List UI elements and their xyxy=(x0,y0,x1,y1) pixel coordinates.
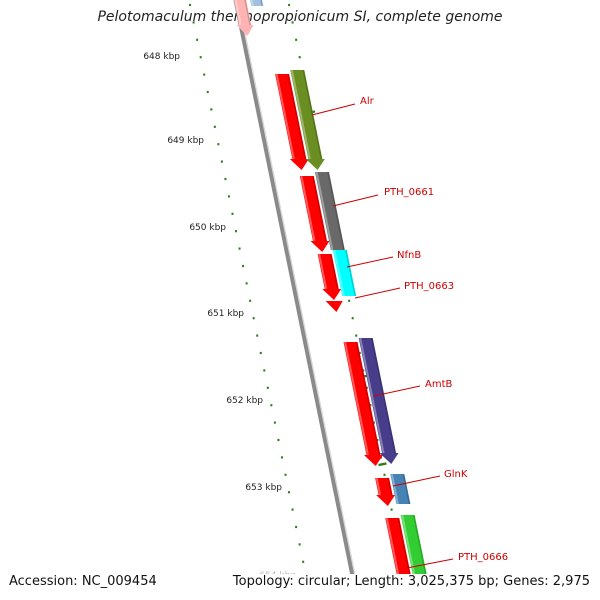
gene-cds-partial xyxy=(234,0,254,36)
map-title: Pelotomaculum thermopropionicum SI, comp… xyxy=(97,9,503,25)
gene-nfnb-cds-shine xyxy=(318,253,328,290)
gene-label-amtb[interactable]: AmtB xyxy=(425,379,453,390)
gene-pth-0663-cds[interactable] xyxy=(325,301,343,312)
gene-nfnb-feature[interactable] xyxy=(332,249,357,297)
label-leader-line xyxy=(406,558,454,569)
gene-alr-feature-body xyxy=(290,70,325,170)
label-leader-line xyxy=(346,256,394,268)
feature-tracks xyxy=(234,0,436,600)
scale-label: 654 kbp xyxy=(259,571,296,581)
accession-label: Accession: NC_009454 xyxy=(9,574,157,589)
gene-amtb-feature-body xyxy=(358,338,399,464)
gene-pth-0661-feature-shade xyxy=(327,171,345,251)
label-leaders xyxy=(311,103,454,569)
gene-label-pth-0661[interactable]: PTH_0661 xyxy=(384,187,434,198)
gene-pth-0666-cds-shine xyxy=(385,517,400,574)
scale-label: 653 kbp xyxy=(245,483,282,493)
gene-label-pth-0666[interactable]: PTH_0666 xyxy=(458,552,508,563)
scale-label: 648 kbp xyxy=(143,52,180,62)
gene-pth-0666-cds-shade xyxy=(397,517,411,574)
scale-label: 651 kbp xyxy=(207,309,244,319)
gene-pth-0661-feature-shine xyxy=(315,171,334,251)
gene-amtb-feature-shade xyxy=(370,337,396,454)
gene-label-pth-0663[interactable]: PTH_0663 xyxy=(404,281,454,292)
label-leader-line xyxy=(392,475,441,487)
gene-cds-partial-body xyxy=(234,0,254,36)
gene-cds-partial-shine xyxy=(234,0,242,26)
gene-pth-0666-cds[interactable] xyxy=(385,517,420,600)
gene-pth-0661-feature-body xyxy=(314,172,345,250)
gene-label-nfnb[interactable]: NfnB xyxy=(397,250,421,261)
gene-glnk-feature[interactable] xyxy=(390,473,411,505)
gene-label-alr[interactable]: Alr xyxy=(360,96,375,107)
gene-pth-0666-cds-body xyxy=(385,518,411,574)
gene-feature-partial-body xyxy=(250,0,264,6)
genome-summary: Topology: circular; Length: 3,025,375 bp… xyxy=(232,574,590,589)
gene-pth-0661-cds[interactable] xyxy=(299,175,330,252)
gene-pth-0666-feature-body xyxy=(400,515,427,574)
gene-amtb-cds-body xyxy=(343,342,383,466)
scale-label: 649 kbp xyxy=(167,136,204,146)
gene-amtb-feature-shine xyxy=(359,337,385,454)
label-leader-line xyxy=(311,103,356,116)
label-leader-line xyxy=(354,287,401,299)
gene-amtb-feature[interactable] xyxy=(358,337,399,464)
gene-nfnb-cds[interactable] xyxy=(317,253,342,300)
gene-alr-cds-shade xyxy=(287,73,307,160)
gene-glnk-cds-body xyxy=(375,478,396,506)
gene-cds-partial-shade xyxy=(244,0,251,26)
gene-nfnb-cds-body xyxy=(317,254,342,300)
label-leader-line xyxy=(373,385,421,397)
gene-nfnb-cds-shade xyxy=(329,253,339,290)
scale-label: 652 kbp xyxy=(226,396,263,406)
gene-glnk-cds-shade xyxy=(387,477,393,496)
gene-glnk-feature-shine xyxy=(390,473,399,505)
genome-backbone-highlight xyxy=(237,0,356,574)
gene-glnk-feature-body xyxy=(390,474,411,504)
scale-label: 650 kbp xyxy=(189,223,226,233)
gene-glnk-cds[interactable] xyxy=(375,477,396,506)
gene-nfnb-feature-shine xyxy=(333,249,345,297)
gene-amtb-cds-shine xyxy=(344,341,369,456)
gene-nfnb-feature-body xyxy=(332,250,357,296)
map-layer: 648 kbp 649 kbp 650 kbp 651 kbp 652 kbp … xyxy=(143,0,508,600)
gene-pth-0663-cds-body xyxy=(325,301,343,312)
gene-amtb-cds[interactable] xyxy=(343,341,383,466)
gene-label-glnk[interactable]: GlnK xyxy=(444,469,468,480)
gene-alr-feature-shine xyxy=(290,69,311,160)
major-tick xyxy=(378,462,387,467)
gene-alr-cds-body xyxy=(275,74,309,170)
genome-backbone-line xyxy=(233,0,356,574)
gene-pth-0661-feature[interactable] xyxy=(314,171,345,251)
gene-alr-cds-shine xyxy=(275,73,295,160)
gene-nfnb-feature-shade xyxy=(345,249,356,297)
gene-pth-0666-feature-shade xyxy=(412,514,427,574)
gene-feature-partial-shade xyxy=(260,0,264,7)
gene-pth-0661-cds-shine xyxy=(300,175,316,242)
gene-amtb-cds-shade xyxy=(355,341,381,456)
gene-pth-0661-cds-shade xyxy=(312,175,327,242)
gene-glnk-feature-shade xyxy=(402,473,411,505)
gene-pth-0661-cds-body xyxy=(299,176,330,252)
gene-alr-cds[interactable] xyxy=(275,73,309,170)
gene-pth-0666-feature[interactable] xyxy=(400,514,436,600)
gene-feature-partial-shine xyxy=(250,0,254,7)
gene-pth-0666-feature-shine xyxy=(401,514,416,574)
gene-glnk-cds-shine xyxy=(375,477,382,496)
label-leader-line xyxy=(332,194,379,207)
gene-feature-partial xyxy=(250,0,264,7)
